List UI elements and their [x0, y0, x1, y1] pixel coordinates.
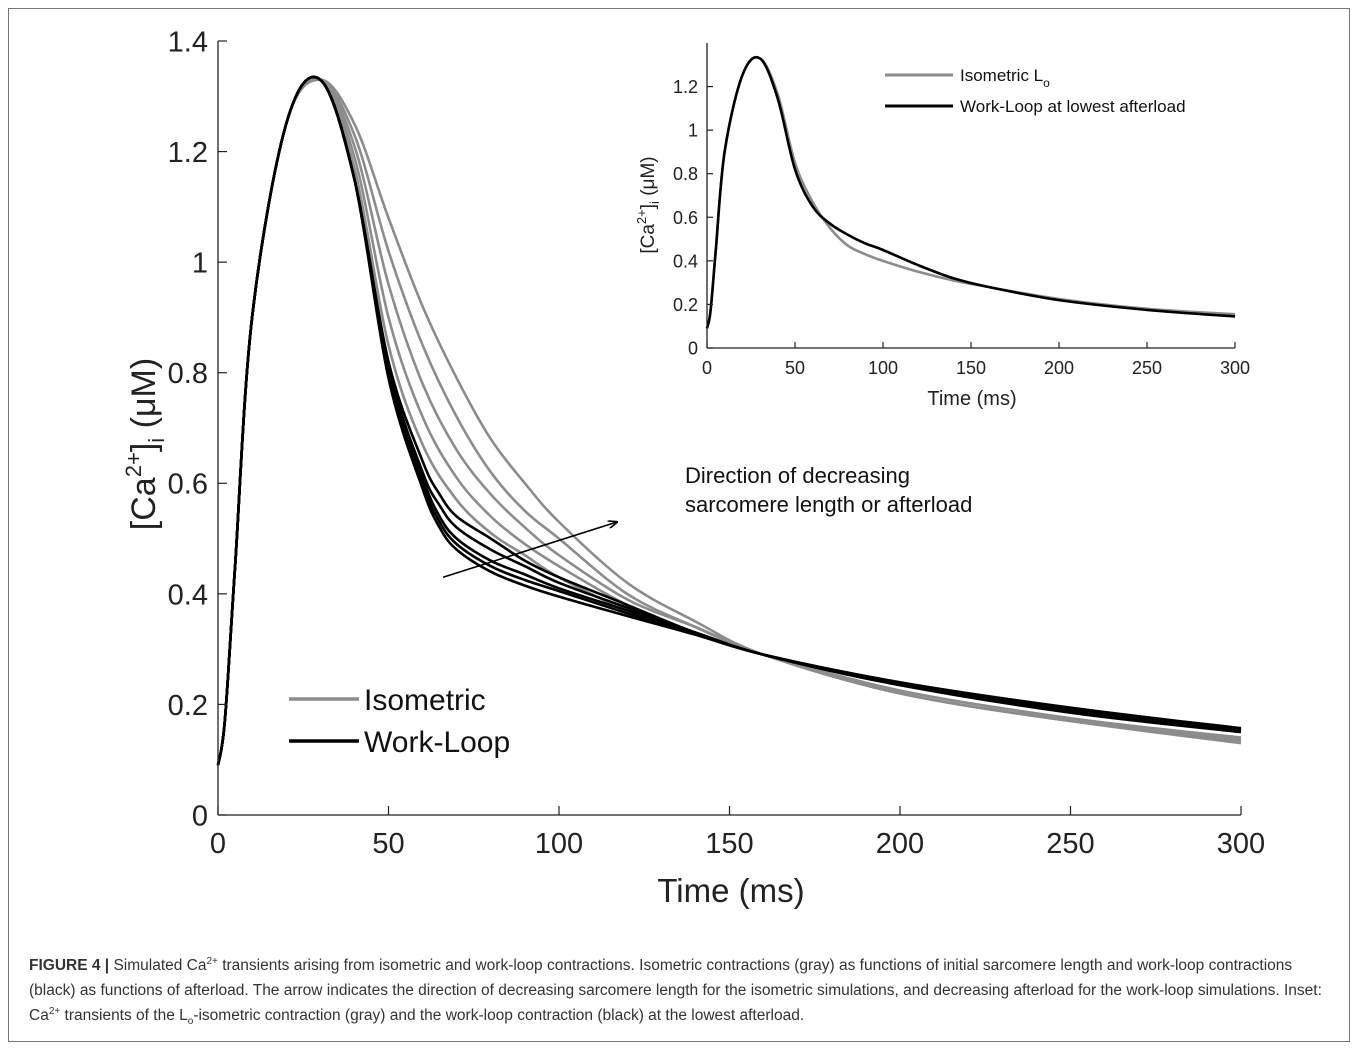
inset-x-tick-label: 150 — [956, 358, 986, 378]
caption-sup-1: 2+ — [206, 955, 218, 967]
main-series-line-10 — [216, 75, 1242, 766]
legend-label-work-loop: Work-Loop — [364, 726, 510, 759]
main-ylabel-mid: ] — [125, 443, 163, 452]
main-ylabel-sub: i — [144, 438, 169, 443]
direction-arrow — [442, 522, 617, 579]
main-x-tick-label: 150 — [705, 828, 753, 860]
main-x-ticks: 0 50 100 150 200 250 300 — [210, 806, 1265, 860]
inset-background — [707, 43, 1237, 349]
caption-sup-2: 2+ — [48, 1005, 61, 1017]
inset-chart: 0 50 100 150 200 250 300 0 0.2 0.4 0.6 0.8 1 1.2 Tim… — [634, 43, 1250, 410]
main-x-tick-label: 50 — [372, 828, 404, 860]
main-ylabel-prefix: [Ca — [125, 477, 163, 530]
main-y-tick-label: 0.8 — [168, 358, 208, 390]
inset-ylabel-prefix: [Ca — [638, 224, 659, 254]
main-series-group — [216, 75, 1242, 766]
inset-legend-isometric-sub: o — [1043, 76, 1050, 90]
inset-y-tick-label: 1 — [688, 121, 698, 141]
inset-series-line-2 — [705, 55, 1236, 329]
main-y-tick-label: 1.2 — [168, 137, 208, 169]
main-y-tick-label: 0 — [192, 800, 208, 832]
inset-y-tick-label: 0.8 — [673, 164, 698, 184]
caption-sub-1: o — [187, 1016, 194, 1028]
caption-text-1: Simulated Ca — [109, 957, 207, 974]
main-x-axis-label: Time (ms) — [657, 872, 804, 909]
inset-y-tick-label: 0.6 — [673, 208, 698, 228]
main-y-tick-label: 1.4 — [168, 26, 208, 58]
figure-svg: 0 50 100 150 200 250 300 00.20.40.60.811.21.4 … — [121, 26, 1265, 909]
inset-x-ticks: 0 50 100 150 200 250 300 — [702, 342, 1250, 378]
inset-series-group — [705, 55, 1236, 329]
annotation-line-2: sarcomere length or afterload — [685, 492, 972, 517]
main-y-tick-label: 0.2 — [168, 690, 208, 722]
inset-legend-label-work-loop: Work-Loop at lowest afterload — [960, 97, 1186, 116]
caption-figure-label: FIGURE 4 | — [29, 957, 110, 974]
main-y-axis-label: [Ca2+]i (μM) — [121, 358, 169, 530]
inset-y-tick-label: 0.4 — [673, 251, 698, 271]
legend-label-isometric: Isometric — [364, 684, 486, 717]
inset-y-tick-label: 0.2 — [673, 295, 698, 315]
figure-caption: FIGURE 4 | Simulated Ca2+ transients ari… — [29, 953, 1339, 1028]
inset-legend: Isometric Lo Work-Loop at lowest afterlo… — [885, 66, 1186, 116]
annotation-line-1: Direction of decreasing — [685, 463, 910, 488]
inset-x-tick-label: 100 — [868, 358, 898, 378]
main-legend: Isometric Work-Loop — [289, 684, 510, 759]
main-chart: 0 50 100 150 200 250 300 00.20.40.60.811.21.4 … — [121, 26, 1265, 909]
main-x-tick-label: 200 — [876, 828, 924, 860]
inset-ylabel-mid: ] — [638, 204, 659, 209]
caption-text-3: transients of the L — [60, 1007, 188, 1024]
inset-y-axis-label: [Ca2+]i (μM) — [634, 156, 662, 253]
main-x-tick-label: 250 — [1046, 828, 1094, 860]
caption-text-4: -isometric contraction (gray) and the wo… — [193, 1007, 805, 1024]
inset-y-tick-label: 0 — [688, 338, 698, 358]
inset-x-tick-label: 250 — [1132, 358, 1162, 378]
inset-legend-label-isometric: Isometric Lo — [960, 66, 1050, 90]
main-ylabel-unit: (μM) — [125, 358, 163, 438]
inset-x-tick-label: 50 — [785, 358, 805, 378]
inset-ylabel-sup: 2+ — [634, 209, 649, 224]
inset-ylabel-sub: i — [647, 201, 662, 204]
main-x-tick-label: 300 — [1217, 828, 1265, 860]
inset-x-tick-label: 200 — [1044, 358, 1074, 378]
inset-y-ticks: 0 0.2 0.4 0.6 0.8 1 1.2 — [673, 77, 713, 358]
inset-legend-isometric-main: Isometric L — [960, 66, 1043, 85]
caption-text-2: transients arising from isometric and wo… — [29, 957, 1322, 1024]
inset-x-axis-label: Time (ms) — [927, 388, 1016, 410]
main-y-ticks: 0 0.2 0.4 0.6 0.8 1 1.2 1.4 — [168, 26, 227, 832]
main-x-tick-label: 0 — [210, 828, 226, 860]
main-x-tick-label: 100 — [535, 828, 583, 860]
inset-x-tick-label: 300 — [1220, 358, 1250, 378]
main-y-tick-label: 1 — [192, 248, 208, 280]
main-ylabel-sup: 2+ — [121, 452, 146, 477]
inset-ylabel-unit: (μM) — [638, 156, 659, 201]
figure-frame: 0 50 100 150 200 250 300 0 0.2 0.4 0.6 0.8 1 1.2 1.4 … — [8, 8, 1350, 1042]
main-y-tick-label: 0.4 — [168, 579, 208, 611]
inset-y-tick-label: 1.2 — [673, 77, 698, 97]
inset-x-tick-label: 0 — [702, 358, 712, 378]
main-y-tick-label: 0.6 — [168, 469, 208, 501]
